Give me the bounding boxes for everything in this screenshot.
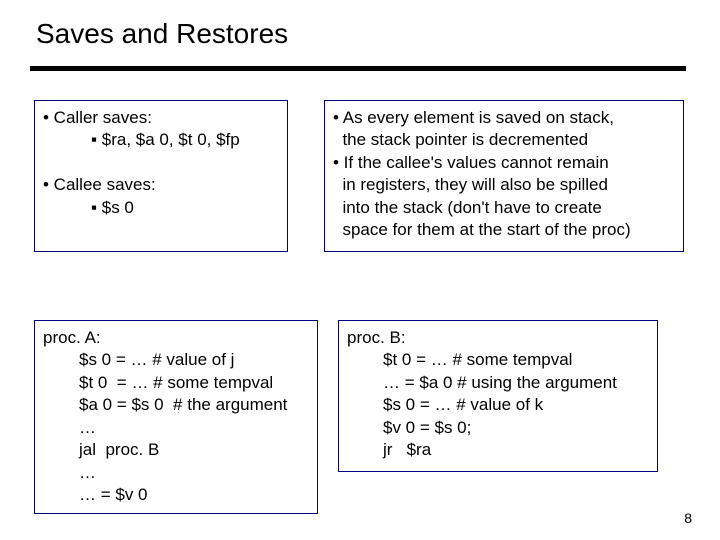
page-number: 8 [684,510,692,526]
text-line: • As every element is saved on stack, [333,107,675,129]
text-line: ▪ $ra, $a 0, $t 0, $fp [43,129,279,151]
proc-b-box: proc. B: $t 0 = … # some tempval … = $a … [338,320,658,472]
code-line: $t 0 = … # some tempval [347,349,649,371]
code-line: … [43,462,309,484]
text-line: • Caller saves: [43,107,279,129]
code-line: … = $a 0 # using the argument [347,372,649,394]
code-line: jr $ra [347,439,649,461]
text-line: • If the callee's values cannot remain [333,152,675,174]
text-line: the stack pointer is decremented [333,129,675,151]
text-line: into the stack (don't have to create [333,197,675,219]
slide-title: Saves and Restores [36,18,288,50]
code-line: jal proc. B [43,439,309,461]
code-line: proc. A: [43,327,309,349]
text-line: in registers, they will also be spilled [333,174,675,196]
text-line: ▪ $s 0 [43,197,279,219]
code-line: … = $v 0 [43,484,309,506]
code-line: proc. B: [347,327,649,349]
text-line: • Callee saves: [43,174,279,196]
proc-a-box: proc. A: $s 0 = … # value of j $t 0 = … … [34,320,318,514]
caller-callee-box: • Caller saves: ▪ $ra, $a 0, $t 0, $fp •… [34,100,288,252]
explanation-box: • As every element is saved on stack, th… [324,100,684,252]
slide: Saves and Restores • Caller saves: ▪ $ra… [0,0,720,540]
code-line: $a 0 = $s 0 # the argument [43,394,309,416]
title-rule [30,66,686,71]
text-line: space for them at the start of the proc) [333,219,675,241]
code-line: $t 0 = … # some tempval [43,372,309,394]
code-line: $s 0 = … # value of j [43,349,309,371]
code-line: $v 0 = $s 0; [347,417,649,439]
text-line [43,152,279,174]
code-line: … [43,417,309,439]
code-line: $s 0 = … # value of k [347,394,649,416]
